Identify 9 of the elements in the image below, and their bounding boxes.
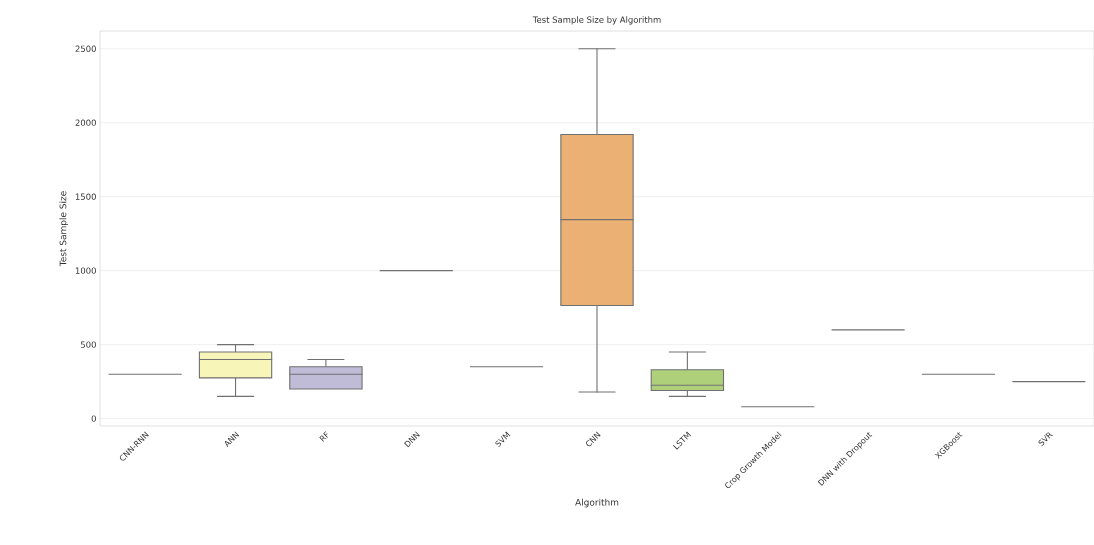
y-tick-label: 2500 xyxy=(75,45,96,52)
y-axis-title: Test Sample Size xyxy=(59,191,69,267)
y-tick-label: 2000 xyxy=(75,119,96,126)
y-tick-label: 0 xyxy=(91,415,96,422)
y-tick-label: 500 xyxy=(80,341,96,348)
x-axis-title: Algorithm xyxy=(575,498,619,508)
y-tick-label: 1500 xyxy=(75,193,96,200)
y-tick-label: 1000 xyxy=(75,267,96,274)
chart-title: Test Sample Size by Algorithm xyxy=(532,16,661,25)
